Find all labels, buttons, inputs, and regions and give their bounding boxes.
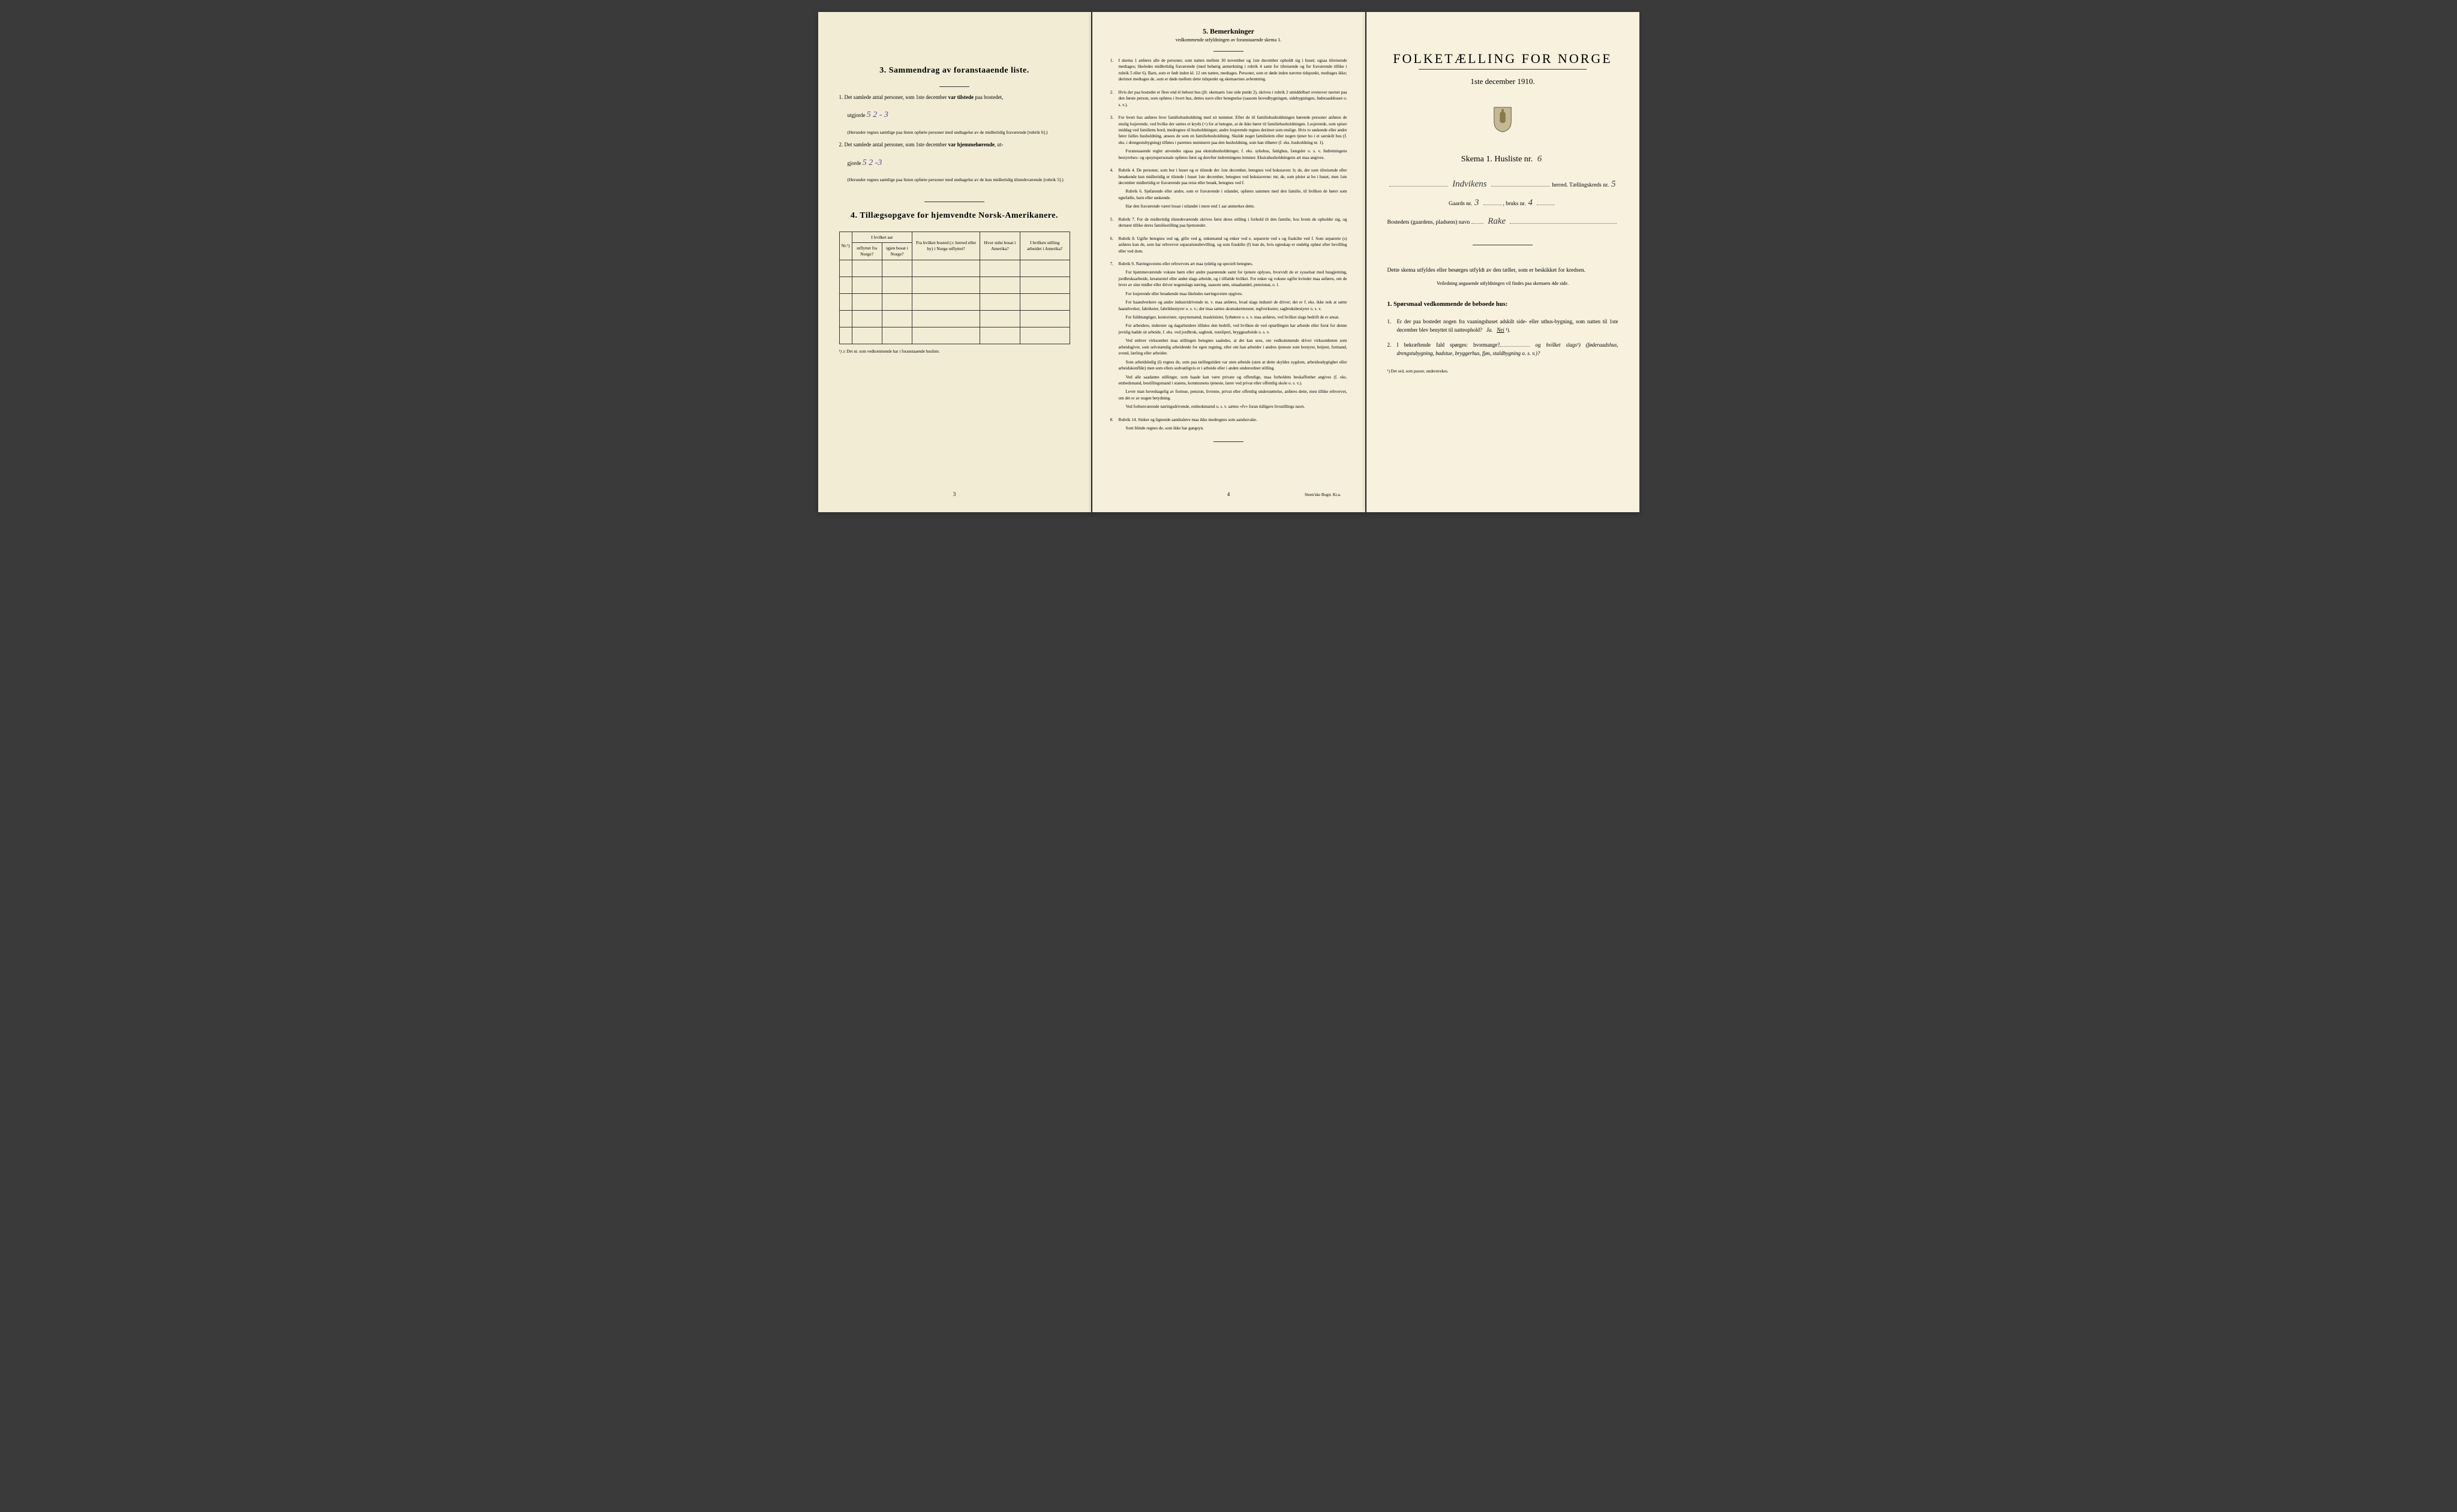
table-row <box>839 260 1070 276</box>
kreds-nr-handwritten: 5 <box>1609 179 1618 190</box>
table-row <box>839 293 1070 310</box>
remark-item: 3.For hvert hus anføres hver familiehush… <box>1110 115 1347 163</box>
page-1-title: FOLKETÆLLING FOR NORGE 1ste december 191… <box>1366 12 1639 512</box>
page-number: 4 <box>1227 491 1230 497</box>
herred-name-handwritten: Indvikens <box>1450 179 1489 190</box>
page-4: 5. Bemerkninger vedkommende utfyldningen… <box>1092 12 1365 512</box>
section-4-title: 4. Tillægsopgave for hjemvendte Norsk-Am… <box>839 211 1070 221</box>
gaards-nr-handwritten: 3 <box>1472 198 1482 208</box>
section-5-title: 5. Bemerkninger <box>1110 27 1347 36</box>
table-row <box>839 327 1070 344</box>
handwritten-count-1: 5 2 - 3 <box>867 110 888 119</box>
summary-note-1: (Herunder regnes samtlige paa listen opf… <box>848 130 1070 136</box>
table-footnote: ¹) ɔ: Det nr. som vedkommende har i fora… <box>839 349 1070 354</box>
section-3-title: 3. Sammendrag av foranstaaende liste. <box>839 66 1070 76</box>
bosted-field: Bostedets (gaardens, pladsens) navn Rake <box>1387 217 1618 227</box>
th-amerika: Hvor sidst bosat i Amerika? <box>980 232 1020 260</box>
question-section-title: 1. Spørsmaal vedkommende de beboede hus: <box>1387 300 1618 310</box>
table-row <box>839 276 1070 293</box>
th-nr: Nr.¹) <box>839 232 852 260</box>
remark-item: 5.Rubrik 7. For de midlertidig tilstedev… <box>1110 217 1347 232</box>
husliste-nr-handwritten: 6 <box>1535 154 1545 164</box>
rule <box>939 86 969 87</box>
bruks-nr-handwritten: 4 <box>1526 198 1536 208</box>
coat-of-arms-icon <box>1491 104 1514 133</box>
rule <box>1214 441 1243 442</box>
bosted-name-handwritten: Rake <box>1485 217 1508 227</box>
summary-item-1: 1. Det samlede antal personer, som 1ste … <box>839 93 1070 101</box>
question-1: 1.Er der paa bostedet nogen fra vaanings… <box>1397 317 1618 335</box>
table-row <box>839 310 1070 327</box>
rule <box>1214 51 1243 52</box>
th-stilling: I hvilken stilling arbeidet i Amerika? <box>1020 232 1070 260</box>
section-5-subtitle: vedkommende utfyldningen av foranstaaend… <box>1110 37 1347 43</box>
summary-item-1-line2: utgjorde 5 2 - 3 <box>848 109 1070 122</box>
census-date: 1ste december 1910. <box>1387 77 1618 86</box>
page-3: 3. Sammendrag av foranstaaende liste. 1.… <box>818 12 1091 512</box>
th-aar: I hvilket aar <box>852 232 912 243</box>
skema-line: Skema 1. Husliste nr. 6 <box>1387 154 1618 164</box>
census-title: FOLKETÆLLING FOR NORGE <box>1387 51 1618 67</box>
remark-item: 8.Rubrik 14. Sinker og lignende aandsslø… <box>1110 417 1347 434</box>
summary-item-2-line2: gjorde 5 2 -3 <box>848 157 1070 170</box>
remark-item: 2.Hvis der paa bostedet er flere end ét … <box>1110 89 1347 110</box>
handwritten-count-2: 5 2 -3 <box>863 158 882 167</box>
selected-nei: Nei <box>1497 327 1504 333</box>
question-footnote: ¹) Det ord, som passer, understrekes. <box>1387 368 1618 375</box>
herred-field: Indvikens herred. Tællingskreds nr. 5 <box>1387 179 1618 190</box>
title-rule <box>1419 69 1587 70</box>
th-utflyttet: utflyttet fra Norge? <box>852 243 882 260</box>
remark-item: 6.Rubrik 8. Ugifte betegnes ved ug, gift… <box>1110 236 1347 257</box>
document-spread: 3. Sammendrag av foranstaaende liste. 1.… <box>818 12 1639 512</box>
summary-note-2: (Herunder regnes samtlige paa listen opf… <box>848 177 1070 184</box>
instructions-body: Dette skema utfyldes eller besørges utfy… <box>1387 266 1618 375</box>
remarks-list: 1.I skema 1 anføres alle de personer, so… <box>1110 58 1347 434</box>
page-number: 3 <box>953 491 956 497</box>
remark-item: 7.Rubrik 9. Næringsveiens eller erhverve… <box>1110 261 1347 413</box>
remark-item: 1.I skema 1 anføres alle de personer, so… <box>1110 58 1347 85</box>
summary-item-2: 2. Det samlede antal personer, som 1ste … <box>839 140 1070 149</box>
th-igjen: igjen bosat i Norge? <box>882 243 912 260</box>
th-bosted: Fra hvilket bosted (ɔ: herred eller by) … <box>912 232 980 260</box>
emigrant-table: Nr.¹) I hvilket aar Fra hvilket bosted (… <box>839 232 1070 344</box>
remark-item: 4.Rubrik 4. De personer, som bor i huset… <box>1110 167 1347 212</box>
question-2: 2.I bekræftende fald spørges: hvormange?… <box>1397 341 1618 358</box>
printer-credit: Steen'ske Bogtr. Kr.a. <box>1305 492 1341 497</box>
gaards-field: Gaards nr. 3 , bruks nr. 4 <box>1387 198 1618 208</box>
